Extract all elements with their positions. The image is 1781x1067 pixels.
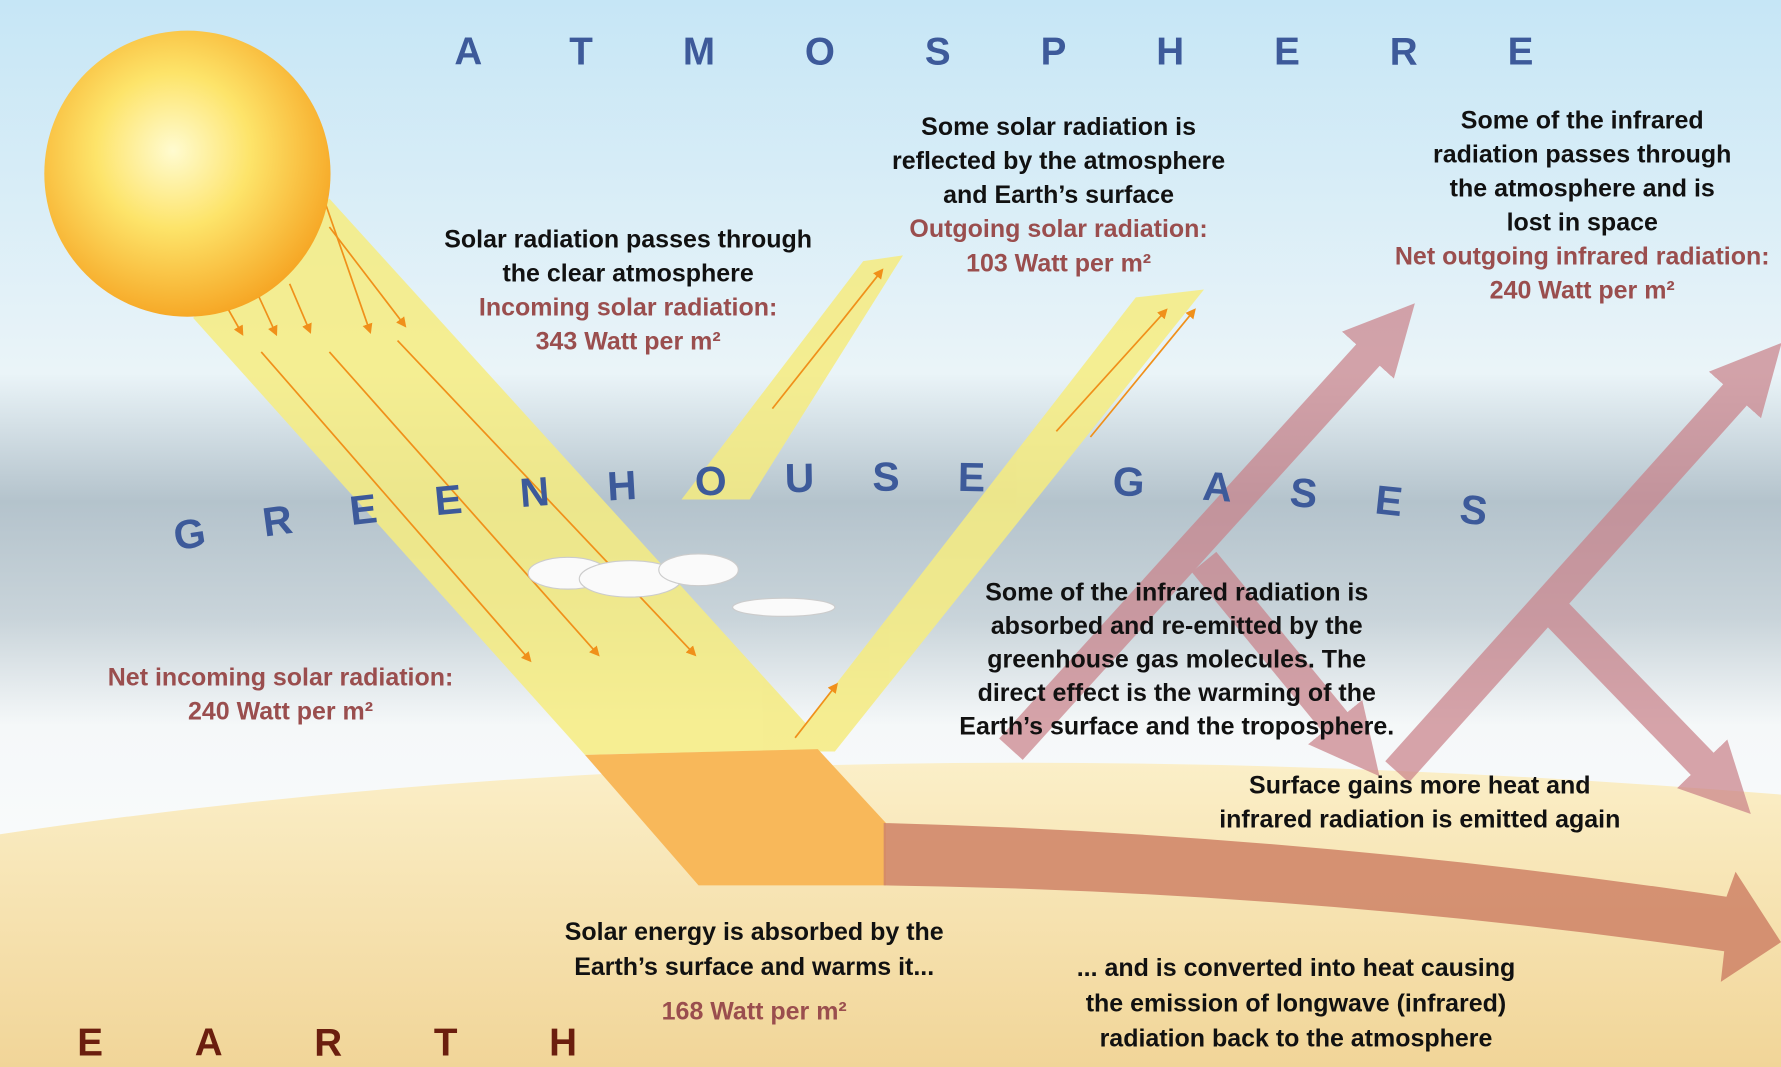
radiation-label: Incoming solar radiation: — [479, 294, 777, 322]
radiation-value: 343 Watt per m² — [536, 328, 721, 356]
text-line: Earth’s surface and warms it... — [574, 953, 934, 981]
text-line: direct effect is the warming of the — [978, 679, 1376, 707]
text-line: Solar energy is absorbed by the — [565, 918, 944, 946]
text-line: the clear atmosphere — [502, 260, 753, 288]
sun — [44, 31, 330, 317]
text-line: the atmosphere and is — [1450, 174, 1715, 202]
text-line: Some of the infrared radiation is — [985, 578, 1368, 606]
text-line: radiation back to the atmosphere — [1100, 1025, 1493, 1053]
text-line: Some of the infrared — [1461, 106, 1704, 134]
radiation-label: Net incoming solar radiation: — [108, 664, 454, 692]
text-line: the emission of longwave (infrared) — [1086, 989, 1507, 1017]
radiation-label: Net outgoing infrared radiation: — [1395, 242, 1770, 270]
radiation-value: 240 Watt per m² — [188, 698, 373, 726]
text-line: absorbed and re-emitted by the — [991, 612, 1363, 640]
radiation-value: 240 Watt per m² — [1490, 277, 1675, 305]
diagram: ATMOSPHERE GREENHOUSE GASES EARTH Solar … — [0, 0, 1781, 1067]
text-line: and Earth’s surface — [943, 181, 1174, 209]
text-line: ... and is converted into heat causing — [1077, 954, 1516, 982]
text-line: Surface gains more heat and — [1249, 771, 1590, 799]
radiation-value: 168 Watt per m² — [662, 997, 847, 1025]
text-line: infrared radiation is emitted again — [1219, 805, 1620, 833]
text-line: greenhouse gas molecules. The — [987, 645, 1366, 673]
text-line: Solar radiation passes through — [444, 225, 812, 253]
text-line: lost in space — [1507, 208, 1658, 236]
text-line: Some solar radiation is — [921, 113, 1196, 141]
radiation-value: 103 Watt per m² — [966, 249, 1151, 277]
text-line: reflected by the atmosphere — [892, 147, 1225, 175]
radiation-label: Outgoing solar radiation: — [909, 215, 1207, 243]
text-line: Earth’s surface and the troposphere. — [959, 712, 1394, 740]
text-line: radiation passes through — [1433, 140, 1731, 168]
